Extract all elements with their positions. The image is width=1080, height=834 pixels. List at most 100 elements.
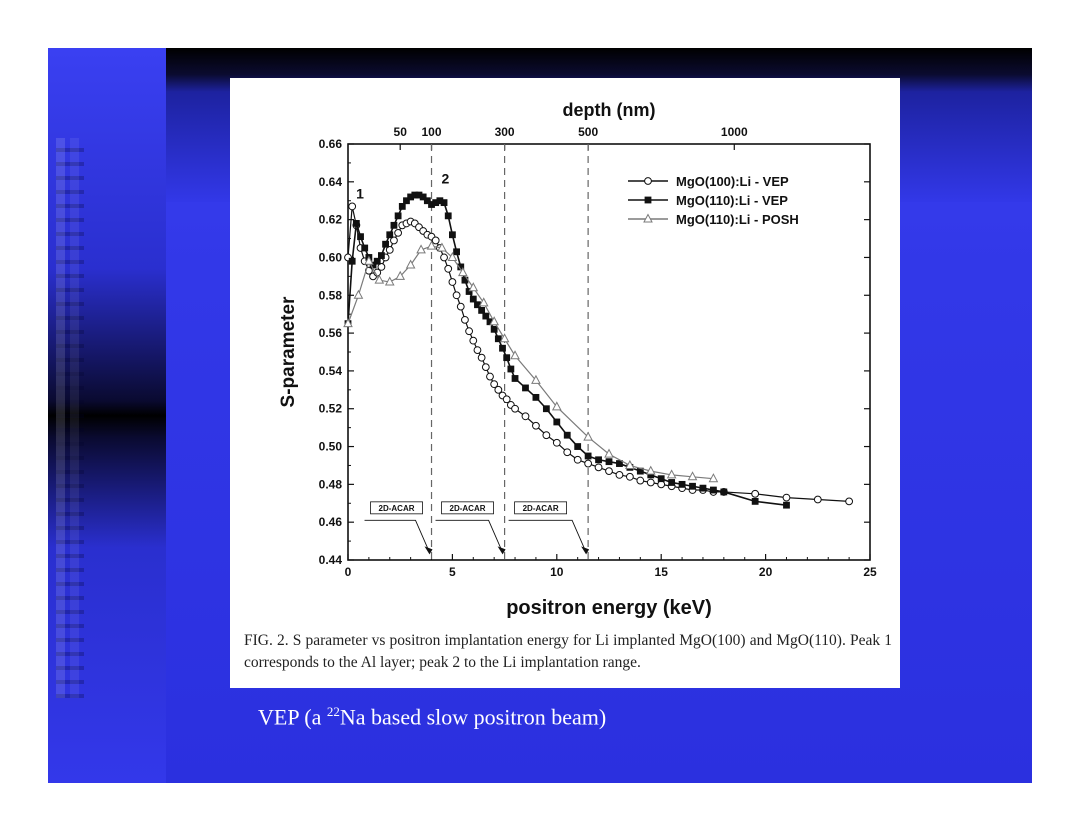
data-point-square xyxy=(432,199,440,207)
slide-subtitle: VEP (a 22Na based slow positron beam) xyxy=(258,704,606,730)
acar-label-box xyxy=(370,501,423,515)
data-point-square xyxy=(449,231,456,239)
data-point-circle xyxy=(490,380,499,389)
subtitle-text-before: VEP (a xyxy=(258,704,327,730)
data-point-square xyxy=(486,318,494,326)
y-axis-label: S-parameter xyxy=(278,296,299,407)
data-point-triangle xyxy=(604,448,614,458)
x-tick-label: 0 xyxy=(345,565,352,579)
data-point-square xyxy=(382,240,389,248)
y-tick-label: 0.58 xyxy=(319,288,343,302)
acar-arrow-head xyxy=(581,546,590,555)
legend-marker xyxy=(644,196,652,204)
data-point-triangle xyxy=(437,242,447,252)
data-point-square xyxy=(574,443,582,450)
data-point-triangle xyxy=(468,282,479,292)
legend-marker xyxy=(644,177,652,185)
data-point-square xyxy=(423,197,431,205)
acar-label-box xyxy=(441,501,494,515)
data-point-triangle xyxy=(551,401,562,411)
data-point-square xyxy=(503,354,511,362)
data-point-circle xyxy=(461,315,469,324)
data-point-square xyxy=(348,257,356,265)
data-point-square xyxy=(403,197,410,205)
x-tick-label: 25 xyxy=(863,565,877,579)
data-point-square xyxy=(720,488,728,496)
data-point-square xyxy=(436,197,444,205)
legend-label: MgO(110):Li - POSH xyxy=(676,212,799,227)
data-point-square xyxy=(783,501,790,509)
peak-label: 2 xyxy=(442,171,450,187)
data-point-square xyxy=(499,344,506,352)
data-point-square xyxy=(419,193,427,201)
data-point-square xyxy=(584,452,592,460)
series-line xyxy=(347,245,714,480)
y-tick-label: 0.62 xyxy=(319,213,343,227)
x-tick-label: 5 xyxy=(449,565,456,579)
data-point-circle xyxy=(594,463,603,472)
data-point-square xyxy=(478,307,486,314)
data-point-circle xyxy=(473,346,482,355)
data-point-circle xyxy=(636,476,645,485)
data-point-square xyxy=(616,460,623,467)
data-point-circle xyxy=(448,278,457,286)
data-point-square xyxy=(415,191,423,199)
data-point-circle xyxy=(521,412,530,421)
acar-arrow-line xyxy=(508,519,587,553)
data-point-triangle xyxy=(458,267,468,277)
data-point-square xyxy=(511,375,519,382)
y-tick-label: 0.66 xyxy=(319,137,343,151)
data-point-square xyxy=(469,295,477,303)
top-axis-label: depth (nm) xyxy=(563,100,656,120)
data-point-circle xyxy=(385,245,394,254)
x-tick-label: 15 xyxy=(655,565,669,579)
decorative-squares xyxy=(56,138,84,698)
data-point-circle xyxy=(532,421,540,430)
subtitle-superscript: 22 xyxy=(326,704,340,719)
data-point-triangle xyxy=(395,270,406,280)
data-point-circle xyxy=(782,493,791,502)
data-point-triangle xyxy=(478,297,489,307)
data-point-circle xyxy=(751,489,760,498)
legend-label: MgO(110):Li - VEP xyxy=(676,193,788,208)
data-point-square xyxy=(490,325,498,333)
data-point-square xyxy=(507,365,515,373)
data-point-triangle xyxy=(499,333,510,343)
data-point-circle xyxy=(348,202,357,211)
peak-label: 1 xyxy=(356,186,364,202)
y-tick-label: 0.44 xyxy=(319,553,343,567)
y-tick-label: 0.52 xyxy=(319,402,343,416)
data-point-circle xyxy=(465,327,474,336)
left-decorative-band xyxy=(48,48,166,783)
data-point-triangle xyxy=(416,244,426,254)
data-point-triangle xyxy=(708,473,719,483)
data-point-triangle xyxy=(405,259,416,269)
data-point-circle xyxy=(377,263,386,271)
x-tick-label: 10 xyxy=(550,565,564,579)
legend-label: MgO(100):Li - VEP xyxy=(676,174,789,189)
data-point-triangle xyxy=(447,251,458,261)
top-tick-label: 500 xyxy=(578,125,598,139)
acar-arrow-head xyxy=(424,546,433,555)
y-tick-label: 0.46 xyxy=(319,515,343,529)
subtitle-text-after: Na based slow positron beam) xyxy=(339,704,607,730)
acar-arrow-line xyxy=(435,519,504,553)
y-tick-label: 0.54 xyxy=(319,364,343,378)
data-point-square xyxy=(710,486,717,494)
data-point-square xyxy=(398,203,406,210)
data-point-square xyxy=(482,312,490,320)
data-point-square xyxy=(386,231,394,239)
slide-background: 0.44 0.46 0.48 0.50 0.52 0.54 0.56 0.58 0.60 0.62… xyxy=(48,48,1032,783)
data-point-triangle xyxy=(353,289,364,299)
top-tick-label: 1000 xyxy=(721,125,748,139)
y-tick-label: 0.50 xyxy=(319,440,343,454)
data-point-circle xyxy=(456,302,465,311)
y-tick-label: 0.48 xyxy=(319,477,343,491)
data-point-square xyxy=(361,244,369,252)
figure-panel: 0.44 0.46 0.48 0.50 0.52 0.54 0.56 0.58 0.60 0.62… xyxy=(230,78,900,688)
data-point-circle xyxy=(486,372,494,381)
data-point-triangle xyxy=(374,274,385,284)
data-point-square xyxy=(465,288,473,295)
data-point-circle xyxy=(542,431,551,440)
top-tick-label: 100 xyxy=(422,125,442,139)
